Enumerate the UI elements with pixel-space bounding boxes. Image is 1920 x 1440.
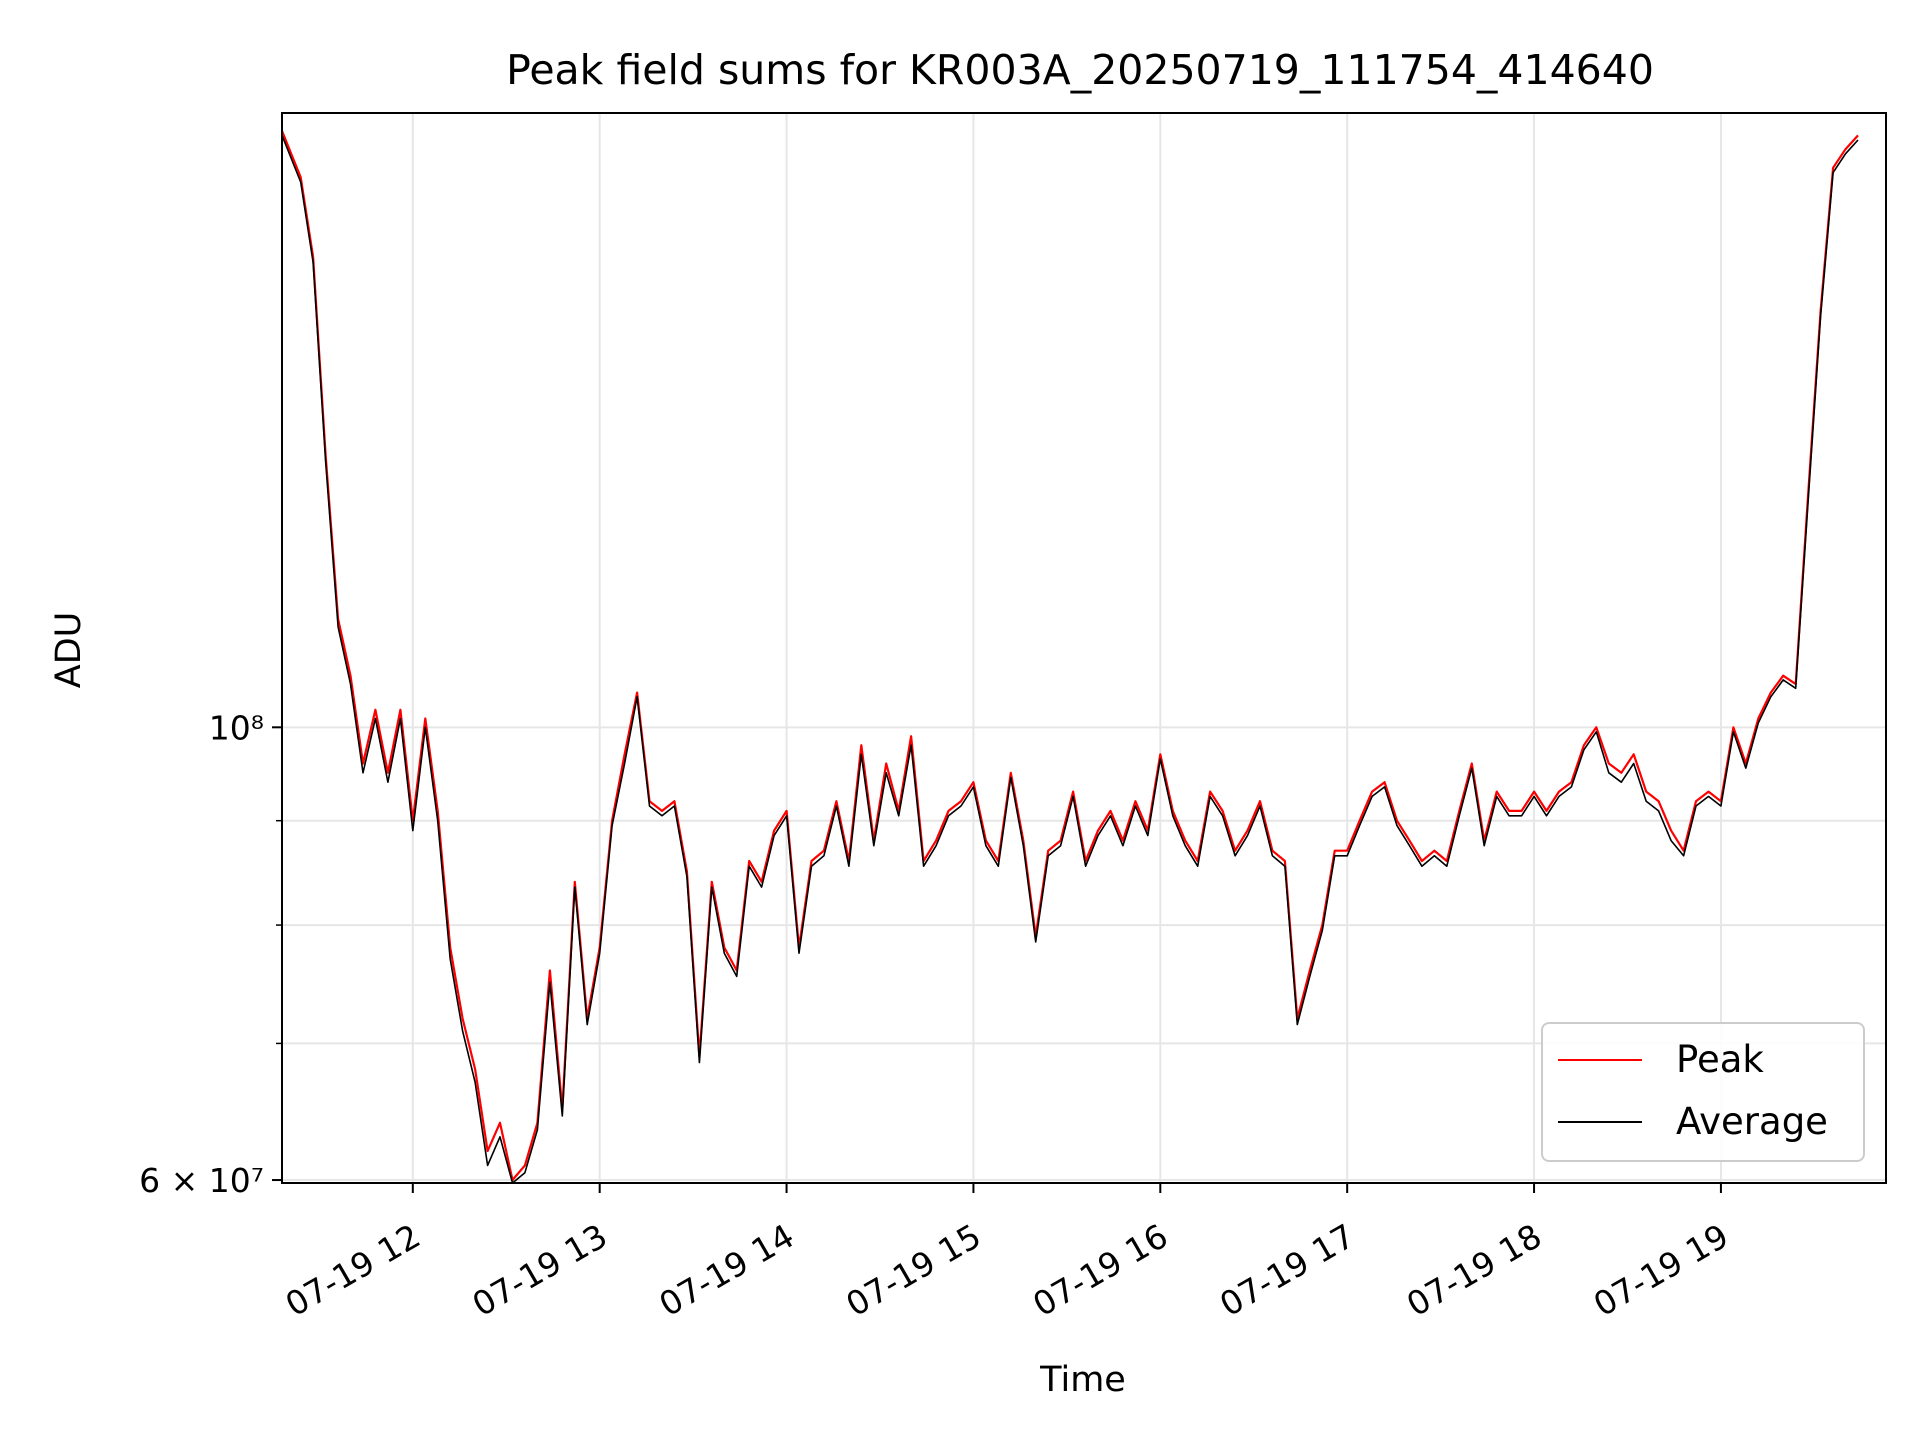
- plot-frame: [281, 112, 1887, 1184]
- x-axis-label: Time: [1039, 1360, 1126, 1400]
- legend: Peak Average: [1541, 1022, 1865, 1162]
- legend-label-average: Average: [1676, 1100, 1828, 1143]
- y-tick-label: 6 × 10⁷: [139, 1161, 264, 1200]
- legend-label-peak: Peak: [1676, 1038, 1764, 1081]
- chart-title: Peak field sums for KR003A_20250719_1117…: [506, 46, 1654, 94]
- y-tick-label: 10⁸: [209, 708, 264, 747]
- y-axis-label: ADU: [49, 612, 89, 689]
- y-axis: 6 × 10⁷ 10⁸: [139, 708, 282, 1200]
- plot-lines: [282, 130, 1859, 1183]
- series-line-peak: [282, 130, 1859, 1182]
- legend-box: [1541, 1022, 1865, 1162]
- series-line-average: [282, 135, 1859, 1183]
